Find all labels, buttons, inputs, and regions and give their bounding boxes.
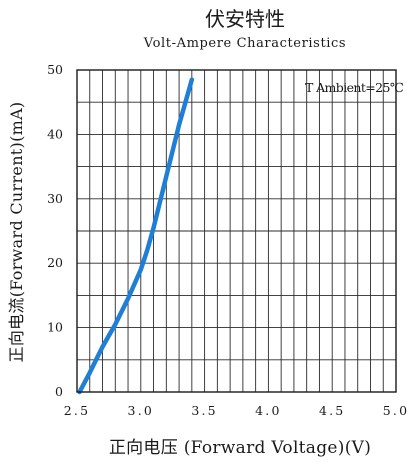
x-tick-label: 3.5 (191, 403, 217, 418)
chart-subtitle: Volt-Ampere Characteristics (143, 36, 346, 51)
y-tick-label: 30 (47, 191, 63, 206)
y-tick-label: 20 (47, 255, 63, 270)
x-tick-label: 3.0 (128, 403, 154, 418)
y-tick-label: 40 (47, 126, 63, 141)
x-tick-label: 4.5 (319, 403, 345, 418)
chart-title: 伏安特性 (205, 7, 285, 31)
x-tick-label: 4.0 (255, 403, 281, 418)
series-layer (77, 77, 195, 395)
temperature-annotation: T Ambient=25℃ (305, 80, 404, 95)
plot-frame (76, 69, 397, 393)
y-tick-label: 0 (55, 384, 63, 399)
y-tick-label: 10 (47, 320, 63, 335)
iv-curve (77, 77, 195, 395)
x-axis-label: 正向电压 (Forward Voltage)(V) (109, 438, 371, 458)
y-axis-label: 正向电流(Forward Current)(mA) (7, 102, 26, 363)
x-tick-label: 2.5 (64, 403, 90, 418)
y-tick-label: 50 (47, 62, 63, 77)
grid (77, 70, 396, 392)
x-tick-label: 5.0 (383, 403, 407, 418)
tick-labels: 2.5 3.0 3.5 4.0 4.5 5.0 0 10 20 30 40 50 (47, 62, 407, 418)
